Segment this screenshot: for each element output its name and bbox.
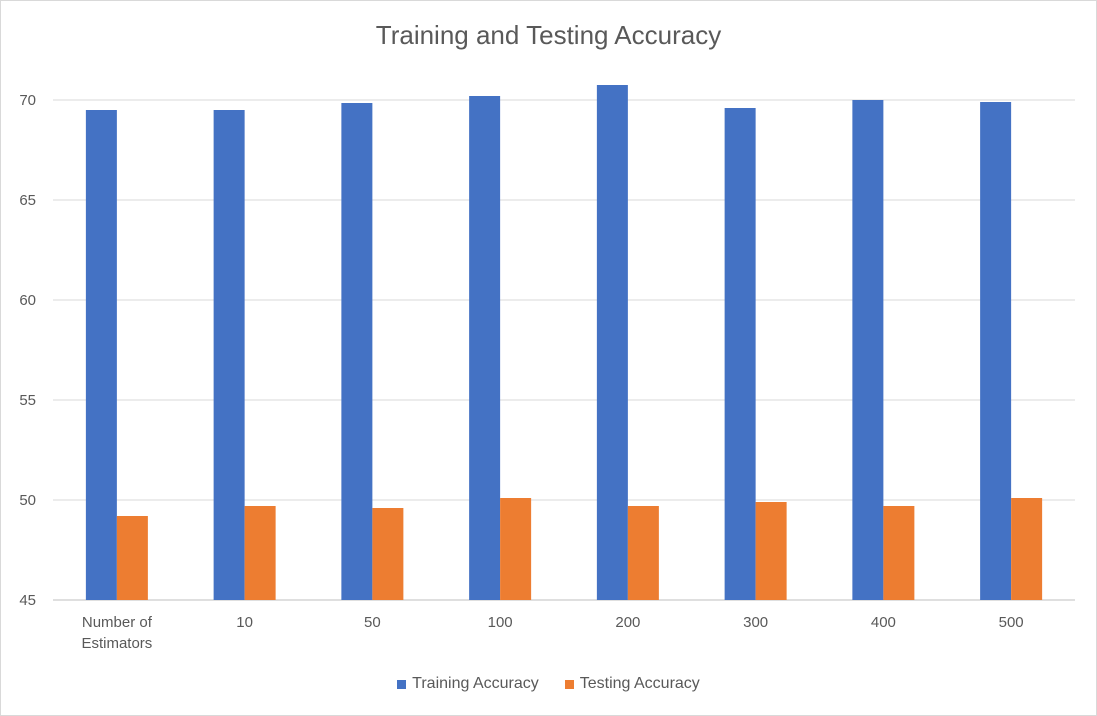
- y-tick-label: 55: [19, 392, 36, 409]
- legend-swatch-training: [397, 679, 407, 689]
- legend-swatch-testing: [564, 679, 574, 689]
- y-tick-label: 45: [19, 592, 36, 609]
- x-tick-label: 100: [488, 614, 513, 631]
- bar-training-accuracy: [596, 85, 628, 600]
- x-tick-label: 400: [871, 614, 896, 631]
- x-tick-label: 300: [743, 614, 768, 631]
- y-tick-label: 70: [19, 92, 36, 109]
- x-tick-label: 50: [364, 614, 381, 631]
- legend-label-training: Training Accuracy: [412, 675, 539, 692]
- bar-training-accuracy: [213, 110, 245, 600]
- y-tick-label: 60: [19, 292, 36, 309]
- x-tick-label: Number of Estimators: [81, 614, 152, 652]
- bar-testing-accuracy: [116, 516, 148, 600]
- bar-testing-accuracy: [1011, 498, 1043, 600]
- y-tick-label: 50: [19, 492, 36, 509]
- bar-testing-accuracy: [244, 506, 276, 600]
- legend-label-testing: Testing Accuracy: [579, 675, 700, 692]
- bar-testing-accuracy: [627, 506, 659, 600]
- bar-training-accuracy: [85, 110, 117, 600]
- bar-testing-accuracy: [372, 508, 404, 600]
- legend-item-testing: Testing Accuracy: [564, 675, 700, 693]
- y-tick-label: 65: [19, 192, 36, 209]
- bar-training-accuracy: [724, 108, 756, 600]
- bar-training-accuracy: [469, 96, 501, 600]
- x-tick-label: 200: [615, 614, 640, 631]
- chart-title: Training and Testing Accuracy: [375, 20, 722, 50]
- chart-legend: Training Accuracy Testing Accuracy: [0, 675, 1097, 693]
- bar-testing-accuracy: [883, 506, 915, 600]
- bar-training-accuracy: [980, 102, 1012, 600]
- bar-testing-accuracy: [755, 502, 787, 600]
- bar-training-accuracy: [852, 100, 884, 600]
- x-tick-label: 500: [999, 614, 1024, 631]
- bar-testing-accuracy: [500, 498, 532, 600]
- x-tick-label: 10: [236, 614, 253, 631]
- bar-training-accuracy: [341, 103, 373, 600]
- legend-item-training: Training Accuracy: [397, 675, 539, 693]
